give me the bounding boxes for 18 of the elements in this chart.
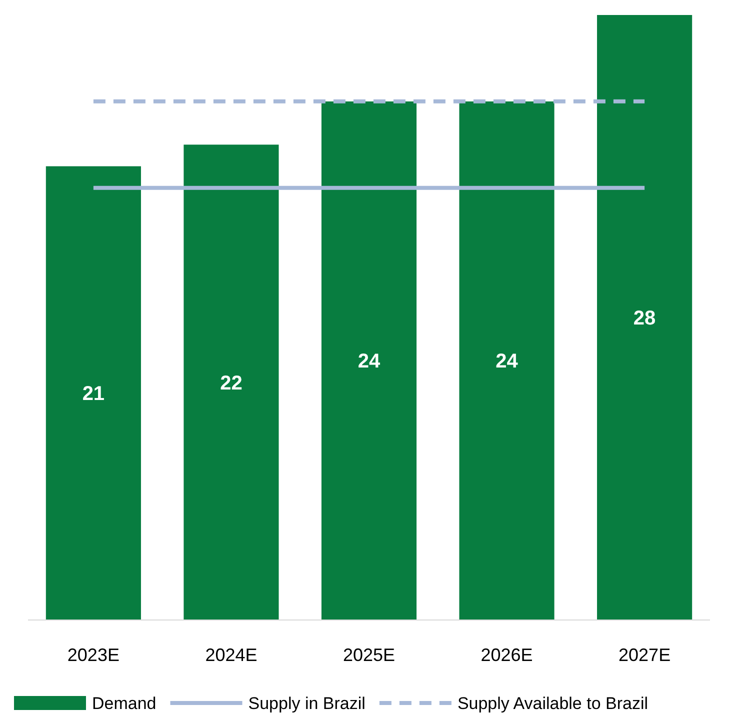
data-label: 24 xyxy=(496,350,519,373)
x-tick-label: 2026E xyxy=(480,644,533,665)
data-label: 22 xyxy=(220,372,242,394)
bar xyxy=(46,166,141,620)
legend-label: Demand xyxy=(92,694,156,713)
data-label: 24 xyxy=(358,350,381,373)
legend-label: Supply in Brazil xyxy=(248,694,366,713)
x-tick-label: 2023E xyxy=(67,644,120,665)
bar xyxy=(459,101,554,620)
data-label: 28 xyxy=(633,308,656,330)
x-tick-label: 2024E xyxy=(205,644,258,665)
legend-label: Supply Available to Brazil xyxy=(457,694,648,713)
bar xyxy=(184,144,279,620)
data-label: 21 xyxy=(82,383,105,406)
x-tick-label: 2027E xyxy=(618,644,671,665)
bar xyxy=(597,15,692,620)
x-tick-label: 2025E xyxy=(342,644,396,665)
bar xyxy=(321,101,417,620)
